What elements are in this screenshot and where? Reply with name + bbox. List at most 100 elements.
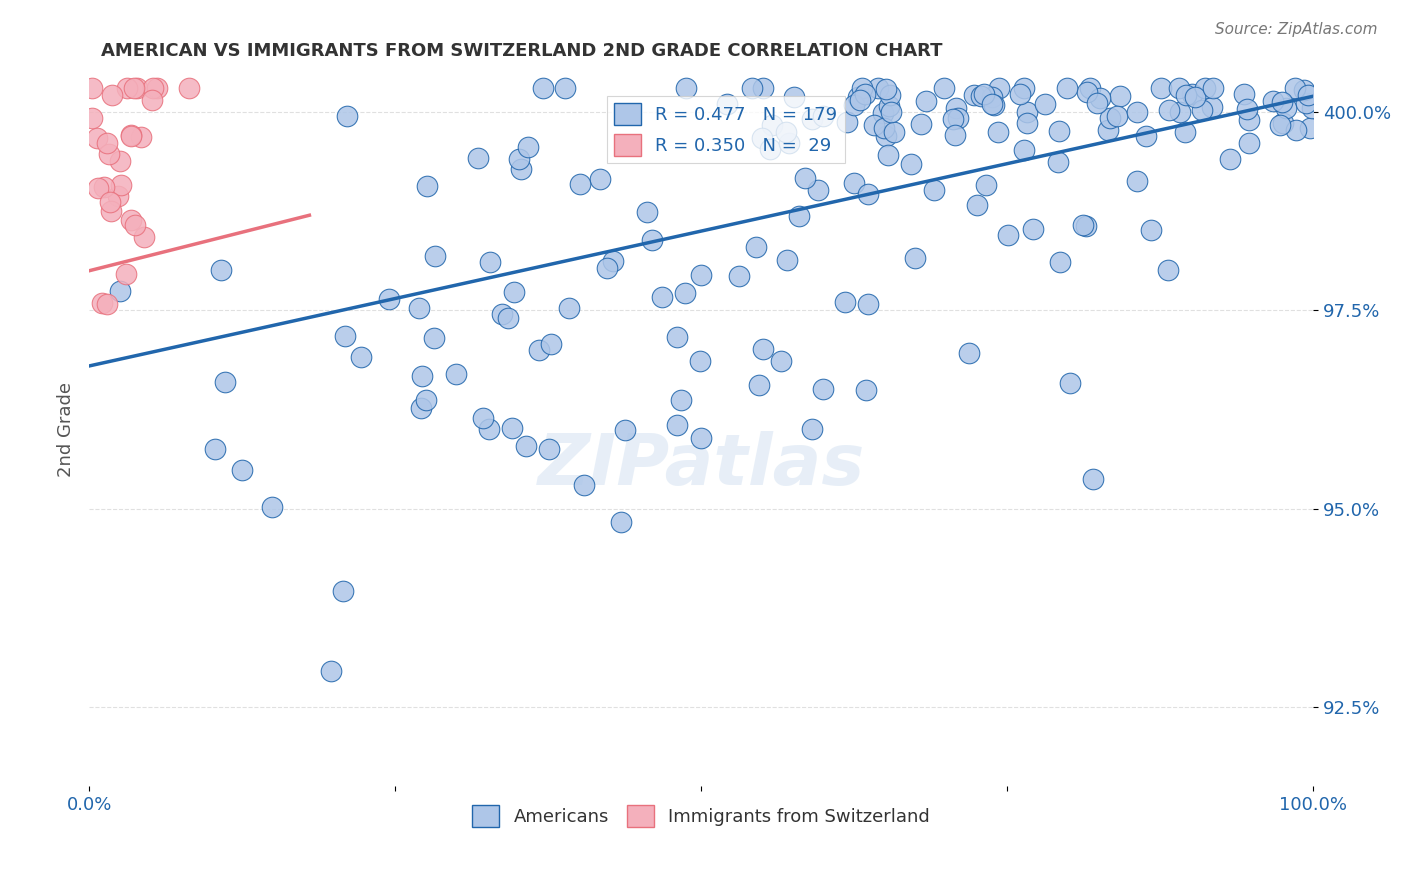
Point — [515, 439, 537, 453]
Point — [1201, 81, 1223, 95]
Point — [934, 81, 956, 95]
Point — [204, 442, 226, 457]
Point — [134, 230, 156, 244]
Point — [1157, 103, 1180, 117]
Point — [86, 131, 108, 145]
Point — [675, 81, 697, 95]
Point — [811, 382, 834, 396]
Point — [1263, 94, 1285, 108]
Point — [1059, 376, 1081, 391]
Point — [752, 343, 775, 357]
Point — [924, 183, 946, 197]
Point — [851, 81, 873, 95]
Point — [141, 93, 163, 107]
Point — [120, 213, 142, 227]
Point — [572, 478, 595, 492]
Point — [502, 285, 524, 299]
Point — [80, 81, 103, 95]
Y-axis label: 2nd Grade: 2nd Grade — [58, 382, 75, 477]
Point — [727, 268, 749, 283]
Point — [96, 297, 118, 311]
Point — [1090, 91, 1112, 105]
Point — [880, 105, 903, 120]
Point — [610, 515, 633, 529]
Point — [319, 664, 342, 678]
Point — [602, 254, 624, 268]
Point — [1098, 111, 1121, 125]
Point — [855, 384, 877, 398]
Point — [1219, 153, 1241, 167]
Point — [1274, 101, 1296, 115]
Point — [129, 129, 152, 144]
Point — [124, 218, 146, 232]
Point — [558, 301, 581, 315]
Point — [1284, 81, 1306, 95]
Point — [946, 111, 969, 125]
Point — [748, 378, 770, 392]
Point — [80, 112, 103, 126]
Point — [988, 81, 1011, 95]
Point — [1049, 255, 1071, 269]
Point — [260, 500, 283, 515]
Point — [873, 121, 896, 136]
Point — [100, 204, 122, 219]
Point — [510, 161, 533, 176]
Point — [1078, 81, 1101, 95]
Point — [844, 97, 866, 112]
Point — [1085, 95, 1108, 110]
Point — [1109, 89, 1132, 103]
Point — [120, 128, 142, 143]
Point — [540, 337, 562, 351]
Point — [910, 116, 932, 130]
Point — [1191, 103, 1213, 118]
Point — [1301, 101, 1323, 115]
Point — [800, 112, 823, 127]
Point — [115, 267, 138, 281]
Point — [1015, 116, 1038, 130]
Point — [751, 130, 773, 145]
Point — [1097, 122, 1119, 136]
Point — [516, 140, 538, 154]
Point — [858, 186, 880, 201]
Point — [214, 375, 236, 389]
Point — [1236, 102, 1258, 116]
Point — [794, 171, 817, 186]
Point — [716, 97, 738, 112]
Point — [508, 152, 530, 166]
Point — [981, 90, 1004, 104]
Point — [1012, 143, 1035, 157]
Point — [478, 254, 501, 268]
Point — [1295, 96, 1317, 111]
Point — [1015, 105, 1038, 120]
Point — [496, 311, 519, 326]
Point — [689, 354, 711, 368]
Point — [1135, 128, 1157, 143]
Point — [350, 350, 373, 364]
Point — [689, 430, 711, 444]
Point — [146, 81, 169, 95]
Point — [751, 81, 773, 95]
Point — [943, 128, 966, 142]
Point — [872, 106, 894, 120]
Point — [641, 233, 664, 247]
Point — [974, 178, 997, 192]
Point — [537, 442, 560, 456]
Point — [883, 125, 905, 139]
Point — [669, 393, 692, 408]
Point — [1237, 136, 1260, 150]
Point — [844, 176, 866, 190]
Point — [569, 177, 592, 191]
Point — [1012, 81, 1035, 95]
Point — [411, 369, 433, 384]
Point — [336, 109, 359, 123]
Point — [209, 263, 232, 277]
Point — [107, 189, 129, 203]
Point — [1008, 87, 1031, 101]
Point — [423, 331, 446, 345]
Point — [1074, 219, 1097, 234]
Point — [1298, 88, 1320, 103]
Point — [527, 343, 550, 357]
Point — [868, 81, 890, 95]
Point — [811, 110, 834, 124]
Point — [776, 252, 799, 267]
